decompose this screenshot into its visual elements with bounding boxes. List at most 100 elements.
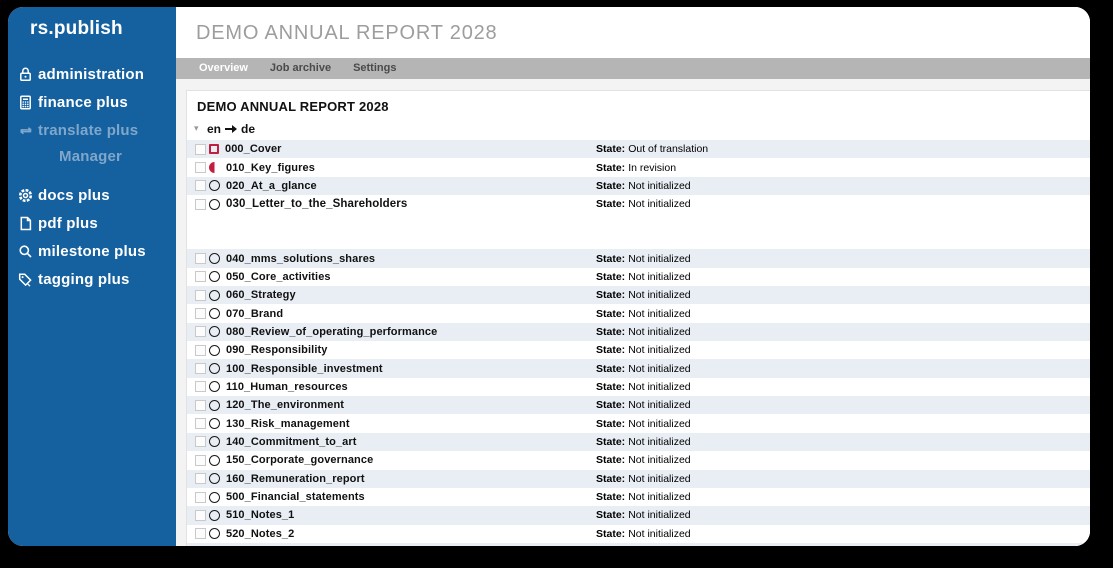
row-checkbox[interactable]	[195, 381, 206, 393]
row-checkbox[interactable]	[195, 344, 206, 356]
document-name: 090_Responsibility	[226, 344, 328, 357]
row-checkbox[interactable]	[195, 473, 206, 485]
state-text: State: Not initialized	[596, 417, 691, 430]
sidebar-item-pdf-plus[interactable]: pdf plus	[8, 209, 176, 237]
sidebar-item-label: Manager	[59, 147, 123, 165]
circle-outline-icon	[209, 528, 220, 540]
sidebar-item-docs-plus[interactable]: docs plus	[8, 181, 176, 209]
state-text: State: Not initialized	[596, 252, 691, 265]
table-row[interactable]: 510_Notes_1 State: Not initialized	[187, 506, 1090, 525]
table-row[interactable]: 040_mms_solutions_shares State: Not initia…	[187, 249, 1090, 268]
collapse-triangle-icon[interactable]: ▾	[194, 124, 199, 134]
table-row[interactable]: 160_Remuneration_report State: Not initial…	[187, 469, 1090, 488]
row-checkbox[interactable]	[195, 418, 206, 430]
table-row[interactable]: 110_Human_resources State: Not initialized	[187, 378, 1090, 396]
sidebar-item-label: finance plus	[38, 93, 128, 111]
circle-outline-icon	[209, 381, 220, 393]
arrow-right-icon	[225, 125, 238, 133]
row-checkbox[interactable]	[195, 363, 206, 375]
report-title: DEMO ANNUAL REPORT 2028	[197, 99, 389, 114]
row-checkbox[interactable]	[195, 491, 206, 503]
row-checkbox[interactable]	[195, 528, 206, 540]
table-row[interactable]: 070_Brand State: Not initialized	[187, 304, 1090, 322]
language-group-header[interactable]: ▾ en de	[187, 121, 1090, 137]
document-name: 070_Brand	[226, 307, 284, 320]
row-checkbox[interactable]	[195, 289, 206, 301]
state-text: State: Not initialized	[596, 435, 691, 448]
tab-job-archive[interactable]: Job archive	[269, 62, 332, 74]
sidebar-item-tagging-plus[interactable]: tagging plus	[8, 265, 176, 293]
circle-outline-icon	[209, 326, 220, 338]
circle-outline-icon	[209, 344, 220, 356]
row-checkbox[interactable]	[195, 308, 206, 320]
table-row[interactable]: 500_Financial_statements State: Not initia…	[187, 488, 1090, 506]
state-text: State: Not initialized	[596, 454, 691, 467]
row-checkbox[interactable]	[195, 198, 206, 210]
table-row[interactable]: 090_Responsibility State: Not initialized	[187, 341, 1090, 359]
document-name: 500_Financial_statements	[226, 491, 365, 504]
table-row[interactable]: 020_At_a_glance State: Not initialized	[187, 176, 1090, 196]
row-checkbox[interactable]	[195, 454, 206, 466]
table-row[interactable]: 100_Responsible_investment State: Not init…	[187, 359, 1090, 378]
table-row[interactable]: 520_Notes_2 State: Not initialized	[187, 525, 1090, 543]
table-row-partial[interactable]	[187, 542, 1090, 546]
table-row[interactable]: 060_Strategy State: Not initialized	[187, 286, 1090, 305]
tab-overview[interactable]: Overview	[199, 62, 248, 74]
sidebar-item-label: administration	[38, 65, 145, 83]
table-row[interactable]: 080_Review_of_operating_performance State…	[187, 322, 1090, 342]
state-text: State: Not initialized	[596, 270, 691, 283]
state-text: State: Not initialized	[596, 198, 691, 211]
row-checkbox[interactable]	[195, 509, 206, 521]
state-text: State: Not initialized	[596, 307, 691, 320]
row-checkbox[interactable]	[195, 436, 206, 448]
table-row[interactable]: 010_Key_figures State: In revision	[187, 158, 1090, 176]
source-language: en	[207, 122, 222, 136]
sidebar-item-label: pdf plus	[38, 214, 98, 232]
table-row[interactable]: 150_Corporate_governance State: Not initia…	[187, 451, 1090, 469]
tab-settings[interactable]: Settings	[353, 62, 397, 74]
circle-outline-icon	[209, 509, 220, 521]
state-text: State: Not initialized	[596, 527, 691, 540]
row-checkbox[interactable]	[195, 180, 206, 192]
document-name: 000_Cover	[225, 143, 282, 156]
sidebar-item-finance-plus[interactable]: finance plus	[8, 88, 176, 116]
row-checkbox[interactable]	[195, 326, 206, 338]
table-row[interactable]: 000_Cover State: Out of translation	[187, 140, 1090, 159]
circle-outline-icon	[209, 308, 220, 320]
table-row[interactable]: 050_Core_activities State: Not initialized	[187, 268, 1090, 286]
app-logo: rs.publish	[30, 18, 123, 39]
table-row[interactable]: 120_The_environment State: Not initialized	[187, 396, 1090, 415]
repeat-icon	[16, 121, 34, 139]
sidebar-item-label: docs plus	[38, 186, 110, 204]
sidebar-item-milestone-plus[interactable]: milestone plus	[8, 237, 176, 265]
row-checkbox[interactable]	[195, 399, 206, 411]
circle-outline-icon	[209, 289, 220, 301]
row-checkbox[interactable]	[195, 271, 206, 283]
circle-outline-icon	[209, 198, 220, 210]
document-name: 100_Responsible_investment	[226, 362, 383, 375]
table-row[interactable]: 130_Risk_management State: Not initialized	[187, 414, 1090, 432]
tag-icon	[16, 270, 34, 288]
circle-outline-icon	[209, 271, 220, 283]
sidebar: rs.publish administration finance plus tra…	[8, 7, 176, 546]
state-text: State: Not initialized	[596, 179, 691, 192]
sidebar-item-label: tagging plus	[38, 270, 130, 288]
document-name: 520_Notes_2	[226, 527, 295, 540]
sidebar-item-manager[interactable]: Manager	[8, 144, 176, 168]
document-group: 000_Cover State: Out of translation 010_Key…	[187, 140, 1090, 213]
sidebar-item-translate-plus[interactable]: translate plus	[8, 116, 176, 144]
row-checkbox[interactable]	[195, 253, 206, 265]
table-row[interactable]: 140_Commitment_to_art State: Not initializ…	[187, 432, 1090, 452]
circle-outline-icon	[209, 454, 220, 466]
sidebar-item-administration[interactable]: administration	[8, 60, 176, 88]
table-row[interactable]: 030_Letter_to_the_Shareholders State: Not …	[187, 195, 1090, 213]
document-name: 510_Notes_1	[226, 509, 295, 522]
row-checkbox[interactable]	[195, 143, 206, 155]
document-name: 050_Core_activities	[226, 270, 331, 283]
lock-icon	[16, 65, 34, 83]
circle-outline-icon	[209, 436, 220, 448]
row-checkbox[interactable]	[195, 162, 206, 174]
sidebar-item-label: milestone plus	[38, 242, 146, 260]
content-area: DEMO ANNUAL REPORT 2028 ▾ en de 000_Cove…	[176, 79, 1090, 546]
tab-bar: Overview Job archive Settings	[176, 58, 1090, 79]
